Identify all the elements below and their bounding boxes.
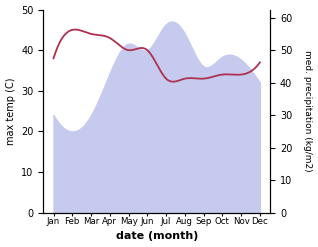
X-axis label: date (month): date (month) — [115, 231, 198, 242]
Y-axis label: max temp (C): max temp (C) — [5, 77, 16, 145]
Y-axis label: med. precipitation (kg/m2): med. precipitation (kg/m2) — [303, 50, 313, 172]
